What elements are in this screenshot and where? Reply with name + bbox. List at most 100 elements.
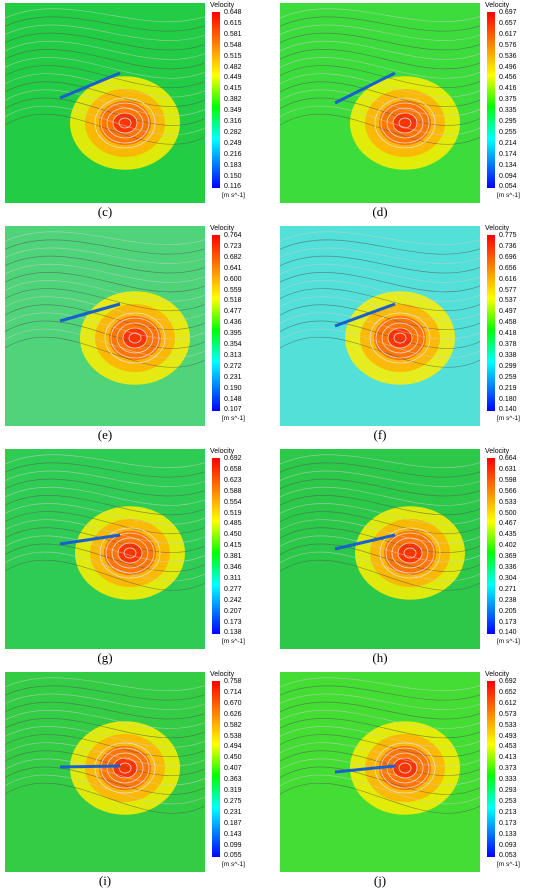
colorbar-tick-label: 0.416 xyxy=(499,85,517,93)
panel-i: Velocity 0.758 0.714 0.670 0.626 0.582 0.538 0.… xyxy=(0,669,275,892)
colorbar-unit: [m s^-1] xyxy=(222,861,245,868)
colorbar-title: Velocity xyxy=(210,2,235,9)
colorbar-tick-label: 0.566 xyxy=(499,487,517,495)
colorbar-unit: [m s^-1] xyxy=(222,415,245,422)
colorbar-tick-label: 0.692 xyxy=(224,455,242,462)
colorbar-tick-label: 0.682 xyxy=(224,253,242,261)
colorbar-tick-label: 0.496 xyxy=(499,63,517,71)
colorbar-unit: [m s^-1] xyxy=(497,192,520,199)
colorbar-tick-label: 0.407 xyxy=(224,765,242,773)
colorbar-tick-label: 0.598 xyxy=(499,476,517,484)
colorbar-tick-label: 0.500 xyxy=(499,509,517,517)
colorbar-tick-label: 0.582 xyxy=(224,721,242,729)
colorbar-tick-label: 0.216 xyxy=(224,150,242,158)
panel-caption: (j) xyxy=(373,873,387,888)
colorbar-tick-label: 0.173 xyxy=(499,819,517,827)
colorbar-tick-label: 0.449 xyxy=(224,74,242,82)
colorbar-unit: [m s^-1] xyxy=(222,192,245,199)
colorbar xyxy=(487,235,495,411)
colorbar-tick-label: 0.138 xyxy=(224,629,242,637)
colorbar-tick-label: 0.207 xyxy=(224,607,242,615)
panel-c: Velocity 0.648 0.615 0.581 0.548 0.515 0.482 0.… xyxy=(0,0,275,223)
colorbar-tick-label: 0.346 xyxy=(224,564,242,571)
flow-field-plot xyxy=(280,449,480,649)
colorbar-tick-label: 0.648 xyxy=(224,9,242,16)
colorbar-tick-label: 0.714 xyxy=(224,688,242,696)
colorbar-tick-label: 0.493 xyxy=(499,732,517,740)
colorbar-tick-label: 0.600 xyxy=(224,275,242,283)
colorbar-tick-label: 0.413 xyxy=(499,754,517,762)
panel-f: Velocity 0.775 0.736 0.696 0.656 0.616 0.577 0.… xyxy=(275,223,550,446)
colorbar-tick-label: 0.275 xyxy=(224,797,242,805)
colorbar-tick-label: 0.617 xyxy=(499,30,517,38)
colorbar-tick-label: 0.369 xyxy=(499,553,517,561)
panel-h: Velocity 0.664 0.631 0.598 0.566 0.533 0.500 0.… xyxy=(275,446,550,669)
colorbar xyxy=(487,681,495,857)
panel-d: Velocity 0.697 0.657 0.617 0.576 0.536 0.496 0.… xyxy=(275,0,550,223)
colorbar-tick-label: 0.559 xyxy=(224,286,242,294)
streamline-image xyxy=(5,449,205,649)
panel-j: Velocity 0.692 0.652 0.612 0.573 0.533 0.493 0.… xyxy=(275,669,550,892)
colorbar-tick-label: 0.664 xyxy=(499,455,517,462)
colorbar-title: Velocity xyxy=(210,225,235,232)
panel-caption: (f) xyxy=(373,427,387,442)
colorbar-tick-label: 0.253 xyxy=(499,797,517,805)
colorbar-tick-label: 0.107 xyxy=(224,406,242,414)
colorbar-tick-label: 0.183 xyxy=(224,161,242,169)
colorbar-title: Velocity xyxy=(485,448,510,455)
colorbar-tick-label: 0.656 xyxy=(499,264,517,272)
colorbar-tick-label: 0.497 xyxy=(499,308,517,316)
colorbar-title: Velocity xyxy=(210,448,235,455)
colorbar-tick-label: 0.616 xyxy=(499,275,517,283)
colorbar-tick-label: 0.775 xyxy=(499,232,517,239)
colorbar-title: Velocity xyxy=(485,225,510,232)
streamline-image xyxy=(280,672,480,872)
colorbar-tick-label: 0.205 xyxy=(499,607,517,615)
colorbar-tick-label: 0.140 xyxy=(499,629,517,637)
colorbar-tick-label: 0.450 xyxy=(224,754,242,762)
panel-caption: (h) xyxy=(372,650,388,665)
colorbar-tick-label: 0.736 xyxy=(499,242,517,250)
colorbar-unit: [m s^-1] xyxy=(497,638,520,645)
colorbar-tick-label: 0.134 xyxy=(499,161,517,169)
colorbar xyxy=(212,12,220,188)
streamline-image xyxy=(280,449,480,649)
colorbar xyxy=(212,235,220,411)
colorbar-tick-label: 0.319 xyxy=(224,787,242,794)
streamline-image xyxy=(5,226,205,426)
colorbar-tick-label: 0.282 xyxy=(224,128,242,136)
colorbar-tick-label: 0.231 xyxy=(224,808,242,816)
streamline-image xyxy=(280,3,480,203)
colorbar-tick-label: 0.467 xyxy=(499,520,517,528)
colorbar-tick-label: 0.338 xyxy=(499,351,517,359)
panel-g: Velocity 0.692 0.658 0.623 0.588 0.554 0.519 0.… xyxy=(0,446,275,669)
colorbar xyxy=(212,458,220,634)
colorbar xyxy=(487,12,495,188)
colorbar-tick-label: 0.304 xyxy=(499,574,517,582)
colorbar-tick-label: 0.548 xyxy=(224,41,242,49)
colorbar-tick-label: 0.435 xyxy=(499,531,517,539)
flow-field-plot xyxy=(5,226,205,426)
colorbar-tick-label: 0.453 xyxy=(499,743,517,751)
colorbar xyxy=(487,458,495,634)
colorbar-tick-label: 0.723 xyxy=(224,242,242,250)
streamline-image xyxy=(280,226,480,426)
colorbar-tick-label: 0.180 xyxy=(499,395,517,403)
colorbar-tick-label: 0.697 xyxy=(499,9,517,16)
colorbar-tick-label: 0.381 xyxy=(224,553,242,561)
colorbar-tick-label: 0.758 xyxy=(224,678,242,685)
flow-field-plot xyxy=(280,3,480,203)
panel-e: Velocity 0.764 0.723 0.682 0.641 0.600 0.559 0.… xyxy=(0,223,275,446)
panel-caption: (c) xyxy=(97,204,113,219)
colorbar xyxy=(212,681,220,857)
panel-caption: (i) xyxy=(98,873,112,888)
colorbar-tick-label: 0.696 xyxy=(499,253,517,261)
colorbar-tick-label: 0.190 xyxy=(224,384,242,392)
colorbar-tick-label: 0.485 xyxy=(224,520,242,528)
colorbar-tick-label: 0.313 xyxy=(224,351,242,359)
colorbar-tick-label: 0.382 xyxy=(224,96,242,104)
colorbar-tick-label: 0.538 xyxy=(224,732,242,740)
colorbar-tick-label: 0.293 xyxy=(499,787,517,794)
colorbar-tick-label: 0.336 xyxy=(499,564,517,571)
colorbar-tick-label: 0.670 xyxy=(224,699,242,707)
